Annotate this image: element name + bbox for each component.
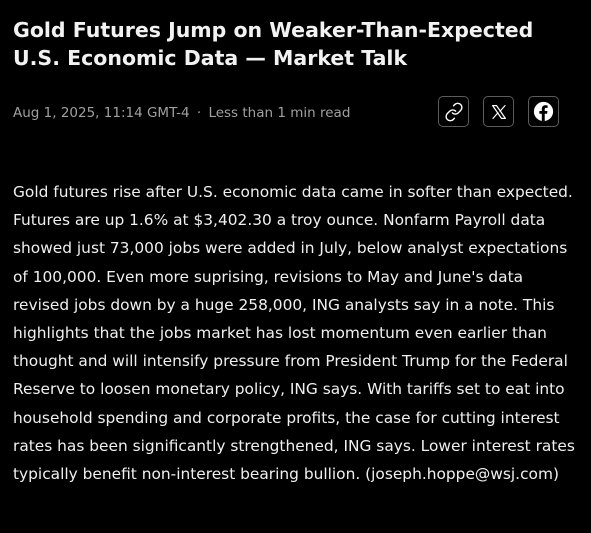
timestamp: Aug 1, 2025, 11:14 GMT-4 [13,105,190,121]
share-toolbar [438,96,559,127]
article-meta: Aug 1, 2025, 11:14 GMT-4 · Less than 1 m… [13,104,350,122]
share-facebook-button[interactable] [528,96,559,127]
meta-separator: · [196,105,202,121]
share-x-button[interactable] [483,96,514,127]
headline: Gold Futures Jump on Weaker-Than-Expecte… [13,18,534,70]
facebook-icon [533,101,554,122]
article-body: Gold futures rise after U.S. economic da… [13,183,575,484]
read-time: Less than 1 min read [208,105,351,121]
copy-link-button[interactable] [438,96,469,127]
x-logo-icon [490,103,508,121]
link-icon [444,102,464,122]
